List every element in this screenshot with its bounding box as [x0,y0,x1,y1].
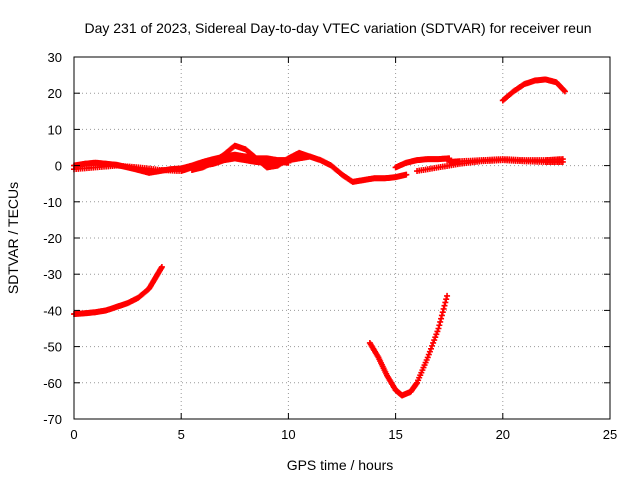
data-point [561,88,568,95]
data-point [427,345,434,352]
data-point [561,87,568,94]
data-point [403,171,410,178]
x-tick-label: 25 [603,427,617,442]
data-point [436,322,443,329]
data-point [438,315,445,322]
y-axis: -70 -60 -50 -40 -30 -20 -10 0 10 20 30 [43,50,610,427]
data-point [306,153,313,160]
data-point [426,348,433,355]
y-tick-label: -50 [43,340,62,355]
y-tick-label: 20 [48,86,62,101]
data-point [432,334,439,341]
series-track-6 [446,156,566,165]
y-tick-label: -10 [43,195,62,210]
data-point [158,263,165,270]
x-tick-label: 15 [388,427,402,442]
data-point [559,156,566,163]
data-point [438,312,445,319]
data-layer [71,76,568,399]
data-point [430,339,437,346]
series-track-9 [499,76,568,104]
data-point [424,354,431,361]
data-point [429,342,436,349]
chart-title: Day 231 of 2023, Sidereal Day-to-day VTE… [84,20,591,36]
data-point [440,305,447,312]
x-axis: 0 5 10 15 20 25 [70,57,617,442]
data-point [441,302,448,309]
series-track-3 [188,142,313,173]
y-tick-label: -70 [43,412,62,427]
x-tick-label: 5 [178,427,185,442]
y-tick-label: -20 [43,231,62,246]
series-track-8 [366,292,451,399]
series-track-4 [392,155,453,171]
data-point [425,351,432,358]
data-point [444,292,451,299]
data-point [442,299,449,306]
data-point [437,318,444,325]
x-tick-label: 10 [281,427,295,442]
data-point [431,337,438,344]
y-tick-label: 0 [55,159,62,174]
y-tick-label: -60 [43,376,62,391]
data-point [439,309,446,316]
data-point [443,296,450,303]
x-axis-label: GPS time / hours [287,457,394,473]
x-tick-label: 0 [70,427,77,442]
y-tick-label: -40 [43,303,62,318]
y-axis-label: SDTVAR / TECUs [5,182,21,294]
y-tick-label: -30 [43,267,62,282]
data-point [434,328,441,335]
y-tick-label: 30 [48,50,62,65]
data-point [435,325,442,332]
x-tick-label: 20 [496,427,510,442]
series-track-7 [71,263,165,318]
grid [74,57,610,419]
data-point [433,331,440,338]
y-tick-label: 10 [48,122,62,137]
